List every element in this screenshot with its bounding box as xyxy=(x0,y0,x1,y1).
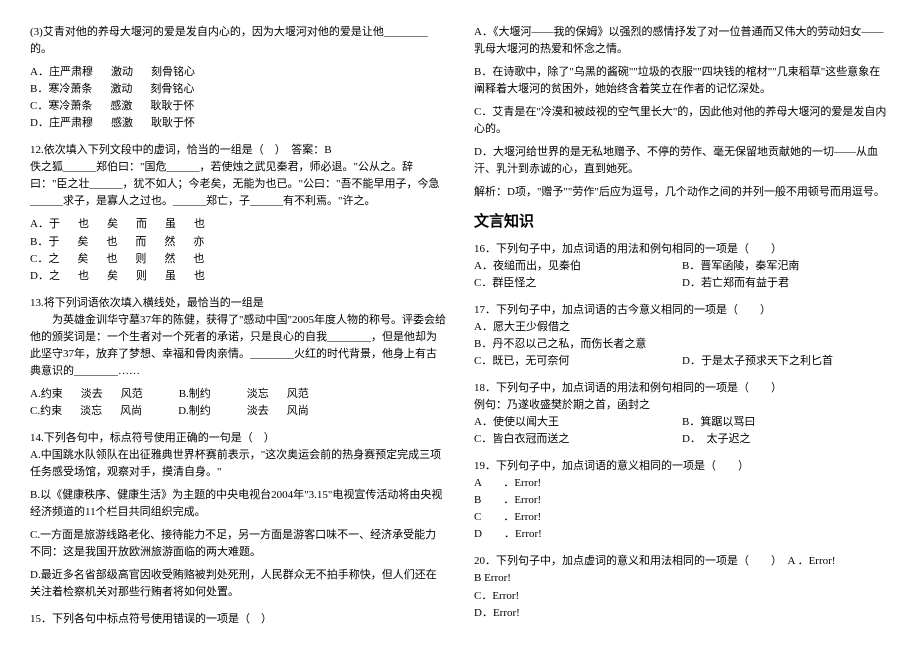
q16-a: A．夜缒而出，见秦伯 xyxy=(474,258,664,275)
opt-c: C．寒冷萧条 xyxy=(30,98,92,115)
q15-a: A．《大堰河——我的保姆》以强烈的感情抒发了对一位普通而又伟大的劳动妇女——乳母… xyxy=(474,24,890,58)
q16-d: D．若亡郑而有益于君 xyxy=(682,275,789,292)
q15-c: C．艾青是在"冷漠和被歧视的空气里长大"的，因此他对他的养母大堰河的爱是发自内心… xyxy=(474,104,890,138)
question-15: 15．下列各句中标点符号使用错误的一项是（ ） xyxy=(30,611,446,628)
q12-head: 12.依次填入下列文段中的虚词，恰当的一组是（ ） 答案：B xyxy=(30,142,446,159)
q15-head: 15．下列各句中标点符号使用错误的一项是（ ） xyxy=(30,611,446,628)
q19-d: D ．Error! xyxy=(474,526,890,543)
q11-3-options: A．庄严肃穆激动刻骨铭心 B．寒冷萧条激动刻骨铭心 C．寒冷萧条感激耿耿于怀 D… xyxy=(30,64,446,132)
q17-c: C．既已，无可奈何 xyxy=(474,353,664,370)
q15-explain: 解析：D项，"赠予""劳作"后应为逗号，几个动作之间的并列一般不用顿号而用逗号。 xyxy=(474,184,890,201)
q19-b: B ．Error! xyxy=(474,492,890,509)
q14-a: A.中国跳水队领队在出征雅典世界杯赛前表示，"这次奥运会前的热身赛预定完成三项任… xyxy=(30,447,446,481)
q14-d: D.最近多名省部级高官因收受贿赂被判处死刑，人民群众无不拍手称快，但人们还在关注… xyxy=(30,567,446,601)
q19-a: A ．Error! xyxy=(474,475,890,492)
q18-head: 18．下列句子中，加点词语的用法和例句相同的一项是（ ） xyxy=(474,380,890,397)
question-16: 16．下列句子中，加点词语的用法和例句相同的一项是（ ） A．夜缒而出，见秦伯 B… xyxy=(474,241,890,292)
q17-d: D．于是太子预求天下之利匕首 xyxy=(682,353,833,370)
q19-c: C ．Error! xyxy=(474,509,890,526)
q16-c: C．群臣怪之 xyxy=(474,275,664,292)
q19-head: 19．下列句子中，加点词语的意义相同的一项是（ ） xyxy=(474,458,890,475)
q12-options: A．于也矣而虽也 B．于矣也而然亦 C．之矣也则然也 D．之也矣则虽也 xyxy=(30,216,446,284)
section-heading: 文言知识 xyxy=(474,211,890,234)
q20-b: B Error! xyxy=(474,570,890,587)
q18-c: C．皆白衣冠而送之 xyxy=(474,431,664,448)
question-15-options: A．《大堰河——我的保姆》以强烈的感情抒发了对一位普通而又伟大的劳动妇女——乳母… xyxy=(474,24,890,201)
question-12: 12.依次填入下列文段中的虚词，恰当的一组是（ ） 答案：B 佚之狐______… xyxy=(30,142,446,284)
q18-a: A．使使以闻大王 xyxy=(474,414,664,431)
question-20: 20．下列句子中，加点虚词的意义和用法相同的一项是（ ） A ．Error! B… xyxy=(474,553,890,621)
question-17: 17．下列句子中，加点词语的古今意义相同的一项是（ ） A．愿大王少假借之 B．… xyxy=(474,302,890,370)
q13-body: 为英雄金训华守墓37年的陈健，获得了"感动中国"2005年度人物的称号。评委会给… xyxy=(30,312,446,380)
q17-head: 17．下列句子中，加点词语的古今意义相同的一项是（ ） xyxy=(474,302,890,319)
q14-c: C.一方面是旅游线路老化、接待能力不足，另一方面是游客口味不一、经济承受能力不同… xyxy=(30,527,446,561)
q18-b: B．箕踞以骂曰 xyxy=(682,414,755,431)
q14-head: 14.下列各句中，标点符号使用正确的一句是（ ） xyxy=(30,430,446,447)
q20-d: D．Error! xyxy=(474,605,890,622)
question-19: 19．下列句子中，加点词语的意义相同的一项是（ ） A ．Error! B ．E… xyxy=(474,458,890,543)
q17-a: A．愿大王少假借之 xyxy=(474,319,890,336)
question-18: 18．下列句子中，加点词语的用法和例句相同的一项是（ ） 例句：乃遂收盛樊於期之… xyxy=(474,380,890,448)
opt-a: A．庄严肃穆 xyxy=(30,64,93,81)
q20-head: 20．下列句子中，加点虚词的意义和用法相同的一项是（ ） A ．Error! xyxy=(474,553,890,570)
question-13: 13.将下列词语依次填入横线处，最恰当的一组是 为英雄金训华守墓37年的陈健，获… xyxy=(30,295,446,420)
opt-b: B．寒冷萧条 xyxy=(30,81,92,98)
q11-3-stem: (3)艾青对他的养母大堰河的爱是发自内心的，因为大堰河对他的爱是让他______… xyxy=(30,24,446,58)
q18-d: D． 太子迟之 xyxy=(682,431,750,448)
q14-b: B.以《健康秩序、健康生活》为主题的中央电视台2004年"3.15"电视宣传活动… xyxy=(30,487,446,521)
q16-b: B．晋军函陵，秦军汜南 xyxy=(682,258,799,275)
opt-d: D．庄严肃穆 xyxy=(30,115,93,132)
q13-head: 13.将下列词语依次填入横线处，最恰当的一组是 xyxy=(30,295,446,312)
q20-c: C．Error! xyxy=(474,588,890,605)
question-14: 14.下列各句中，标点符号使用正确的一句是（ ） A.中国跳水队领队在出征雅典世… xyxy=(30,430,446,601)
left-column: (3)艾青对他的养母大堰河的爱是发自内心的，因为大堰河对他的爱是让他______… xyxy=(30,24,446,626)
q15-b: B．在诗歌中，除了"乌黑的酱碗""垃圾的衣服""四块钱的棺材""几束稻草"这些意… xyxy=(474,64,890,98)
q13-options: A.约束淡去风范B.制约淡忘风范 C.约束淡忘风尚D.制约淡去风尚 xyxy=(30,386,446,420)
right-column: A．《大堰河——我的保姆》以强烈的感情抒发了对一位普通而又伟大的劳动妇女——乳母… xyxy=(474,24,890,626)
q12-body: 佚之狐______郑伯曰："国危______，若使烛之武见秦君，师必退。"公从之… xyxy=(30,159,446,210)
q16-head: 16．下列句子中，加点词语的用法和例句相同的一项是（ ） xyxy=(474,241,890,258)
q15-d: D．大堰河给世界的是无私地赠予、不停的劳作、毫无保留地贡献她的一切——从血汗、乳… xyxy=(474,144,890,178)
q18-ex: 例句：乃遂收盛樊於期之首，函封之 xyxy=(474,397,890,414)
q17-b: B．丹不忍以己之私，而伤长者之意 xyxy=(474,336,890,353)
question-11-3: (3)艾青对他的养母大堰河的爱是发自内心的，因为大堰河对他的爱是让他______… xyxy=(30,24,446,132)
